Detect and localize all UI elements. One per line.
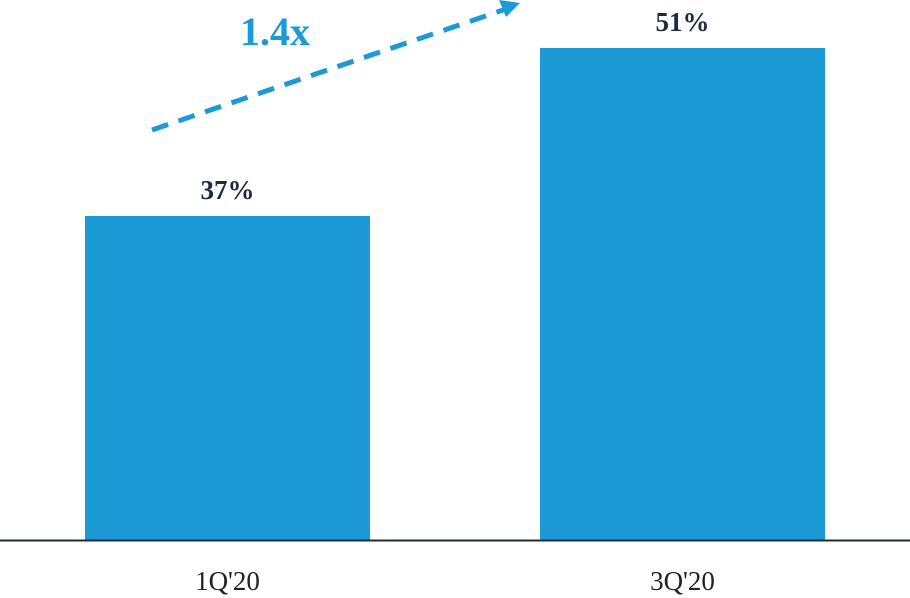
bar-0 [85, 216, 370, 540]
growth-annotation: 1.4x [240, 9, 310, 54]
growth-arrow-line [151, 6, 507, 133]
x-tick-label: 3Q'20 [650, 566, 715, 596]
bar-1 [540, 48, 825, 540]
data-label: 51% [656, 7, 710, 37]
x-tick-label: 1Q'20 [195, 566, 260, 596]
growth-arrow [151, 0, 520, 133]
growth-arrow-head [499, 0, 520, 17]
data-label: 37% [201, 175, 255, 205]
